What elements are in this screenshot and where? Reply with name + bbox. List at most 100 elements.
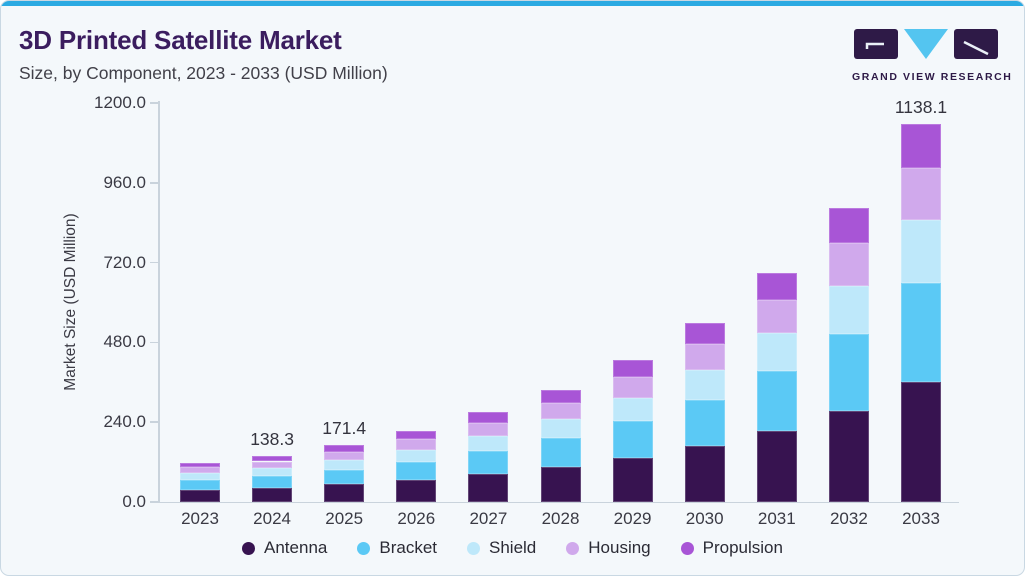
bar-segment-shield: [828, 285, 869, 335]
bar-segment-antenna: [540, 467, 581, 502]
x-axis-label: 2026: [397, 509, 436, 528]
y-axis-tick-label: 240.0: [103, 412, 146, 432]
brand-logo: GRAND VIEW RESEARCH: [852, 27, 1013, 83]
y-axis-tick: [150, 261, 158, 264]
legend-item-housing: Housing: [566, 538, 651, 558]
bar-segment-propulsion: [540, 389, 581, 404]
bar-segment-propulsion: [901, 123, 941, 169]
y-axis-tick: [150, 182, 158, 184]
top-accent-bar: [1, 1, 1024, 6]
legend-label: Antenna: [264, 538, 328, 557]
y-axis-tick-label: 720.0: [103, 252, 146, 272]
bar-segment-antenna: [468, 474, 509, 502]
bar-segment-housing: [468, 422, 509, 436]
bar-segment-shield: [756, 333, 797, 372]
bar-segment-propulsion: [612, 360, 653, 378]
bar-segment-housing: [540, 403, 581, 420]
bar-segment-propulsion: [252, 456, 293, 462]
legend-label: Bracket: [379, 538, 437, 557]
x-axis-label: 2025: [325, 509, 364, 528]
legend-item-propulsion: Propulsion: [680, 538, 783, 558]
x-axis-label: 2023: [181, 509, 219, 528]
x-axis-label: 2033: [902, 509, 940, 528]
legend-dot-icon: [566, 541, 580, 555]
bar-segment-propulsion: [828, 208, 869, 244]
y-axis-tick: [150, 102, 158, 104]
bar-segment-bracket: [828, 334, 869, 411]
x-axis-label: 2030: [685, 509, 724, 528]
y-axis-tick: [150, 341, 158, 344]
y-axis-tick-label: 0.0: [122, 492, 146, 511]
bar-segment-bracket: [396, 461, 437, 480]
legend-dot-icon: [467, 541, 480, 555]
y-axis-tick-label: 960.0: [103, 172, 146, 192]
x-axis-line: [158, 501, 959, 503]
x-axis-label: 2032: [829, 509, 868, 528]
brand-name: GRAND VIEW RESEARCH: [852, 71, 1013, 83]
bar-segment-bracket: [540, 438, 581, 468]
bar-segment-bracket: [684, 400, 725, 447]
bar-segment-housing: [612, 377, 653, 398]
bar-segment-bracket: [252, 475, 293, 488]
bar-segment-propulsion: [684, 323, 725, 345]
x-axis-label: 2024: [253, 509, 291, 528]
legend-dot-icon: [357, 541, 371, 555]
legend-item-shield: Shield: [467, 538, 536, 558]
bar-segment-shield: [684, 370, 725, 401]
page-title: 3D Printed Satellite Market: [19, 25, 342, 55]
x-axis-label: 2029: [613, 509, 652, 528]
bar-segment-housing: [756, 299, 797, 334]
bar-segment-housing: [180, 467, 220, 474]
bar-segment-propulsion: [180, 462, 220, 468]
bar-segment-antenna: [901, 381, 941, 502]
bar-segment-antenna: [396, 479, 437, 502]
page-subtitle: Size, by Component, 2023 - 2033 (USD Mil…: [19, 63, 388, 83]
chart-legend: Antenna Bracket Shield Housing Propulsion: [1, 536, 1024, 560]
x-axis-label: 2028: [541, 509, 580, 528]
bar-segment-antenna: [324, 484, 365, 502]
legend-item-bracket: Bracket: [357, 538, 437, 558]
bar-segment-shield: [901, 220, 941, 283]
bar-segment-shield: [324, 460, 365, 470]
bar-total-label: 138.3: [250, 429, 294, 449]
y-axis-tick-label: 1200.0: [94, 93, 146, 112]
bar-total-label: 171.4: [322, 418, 367, 438]
bar-segment-shield: [540, 419, 581, 439]
bar-segment-bracket: [180, 479, 220, 490]
bar-segment-housing: [901, 168, 941, 221]
bar-segment-antenna: [756, 430, 797, 502]
grand-view-research-logo-icon: [854, 29, 998, 59]
bar-segment-housing: [252, 461, 293, 469]
y-axis-tick-label: 480.0: [103, 332, 146, 352]
x-axis-label: 2027: [469, 509, 508, 528]
x-axis-label: 2031: [757, 509, 796, 528]
bar-segment-antenna: [252, 487, 293, 502]
bar-segment-propulsion: [756, 272, 797, 300]
y-axis-tick: [150, 421, 158, 423]
bar-segment-bracket: [901, 282, 941, 382]
bar-segment-bracket: [468, 450, 509, 475]
bar-segment-propulsion: [468, 412, 509, 423]
legend-label: Shield: [489, 538, 537, 557]
legend-label: Housing: [588, 538, 651, 557]
bar-segment-shield: [612, 397, 653, 422]
bar-segment-propulsion: [396, 430, 437, 440]
bar-segment-shield: [252, 468, 293, 476]
bar-total-label: 1138.1: [894, 96, 948, 117]
y-axis-tick: [150, 501, 158, 503]
bar-segment-antenna: [684, 446, 725, 502]
bar-segment-propulsion: [324, 445, 365, 452]
header: 3D Printed Satellite Market Size, by Com…: [19, 25, 388, 84]
legend-dot-icon: [242, 541, 256, 555]
bar-segment-antenna: [828, 410, 869, 502]
bar-segment-housing: [324, 451, 365, 461]
bar-segment-housing: [828, 243, 869, 286]
legend-item-antenna: Antenna: [242, 538, 327, 558]
bar-segment-bracket: [756, 371, 797, 431]
y-axis-line: [158, 101, 160, 503]
bar-segment-shield: [180, 473, 220, 480]
bar-segment-bracket: [324, 469, 365, 485]
bar-segment-housing: [396, 439, 437, 450]
